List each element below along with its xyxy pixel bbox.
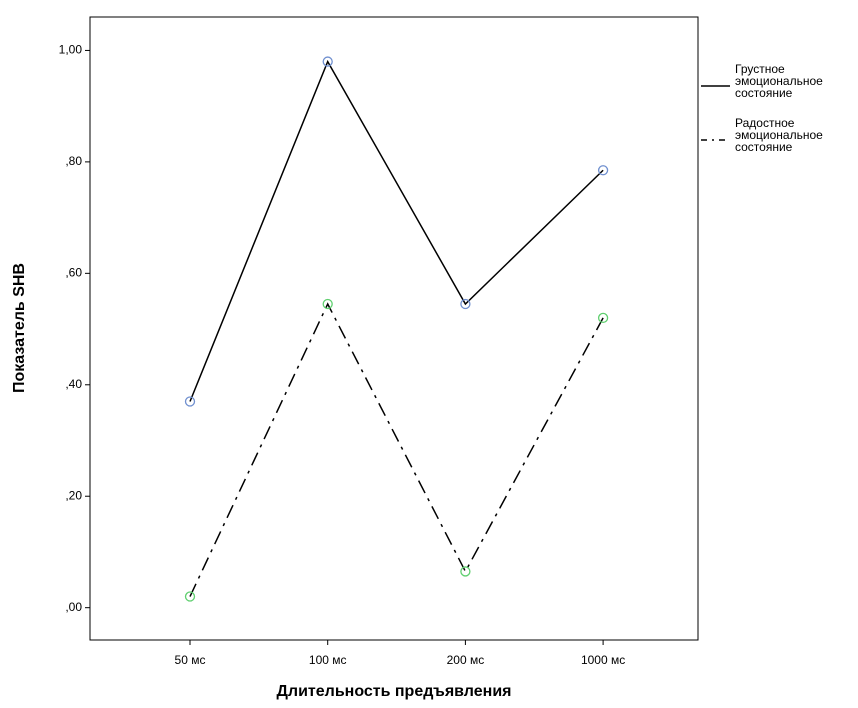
y-tick-label: 1,00 [59, 43, 83, 57]
y-tick-label: ,40 [65, 377, 82, 391]
point-marker [597, 312, 609, 324]
x-tick-label: 50 мс [175, 653, 206, 667]
point-marker [322, 298, 333, 310]
y-tick-label: ,80 [65, 154, 82, 168]
y-axis-title: Показатель SHB [11, 263, 28, 393]
legend-label: Грустное эмоциональное состояние [735, 62, 823, 100]
x-tick-label: 100 мс [309, 653, 347, 667]
point-marker [460, 566, 471, 577]
y-tick-label: ,00 [65, 600, 82, 614]
point-marker [184, 591, 196, 602]
point-marker [322, 56, 333, 67]
series-line [189, 59, 604, 402]
plot-frame [89, 16, 699, 641]
x-tick-label: 1000 мс [581, 653, 625, 667]
point-marker [597, 165, 609, 176]
x-tick-label: 200 мс [447, 653, 485, 667]
point-marker [184, 396, 196, 407]
legend-label: Радостное эмоциональное состояние [735, 116, 823, 154]
point-marker [460, 298, 471, 310]
x-axis-title: Длительность предъявления [277, 683, 512, 700]
series-line [189, 302, 604, 597]
y-tick-label: ,20 [65, 488, 82, 502]
y-tick-label: ,60 [65, 266, 82, 280]
